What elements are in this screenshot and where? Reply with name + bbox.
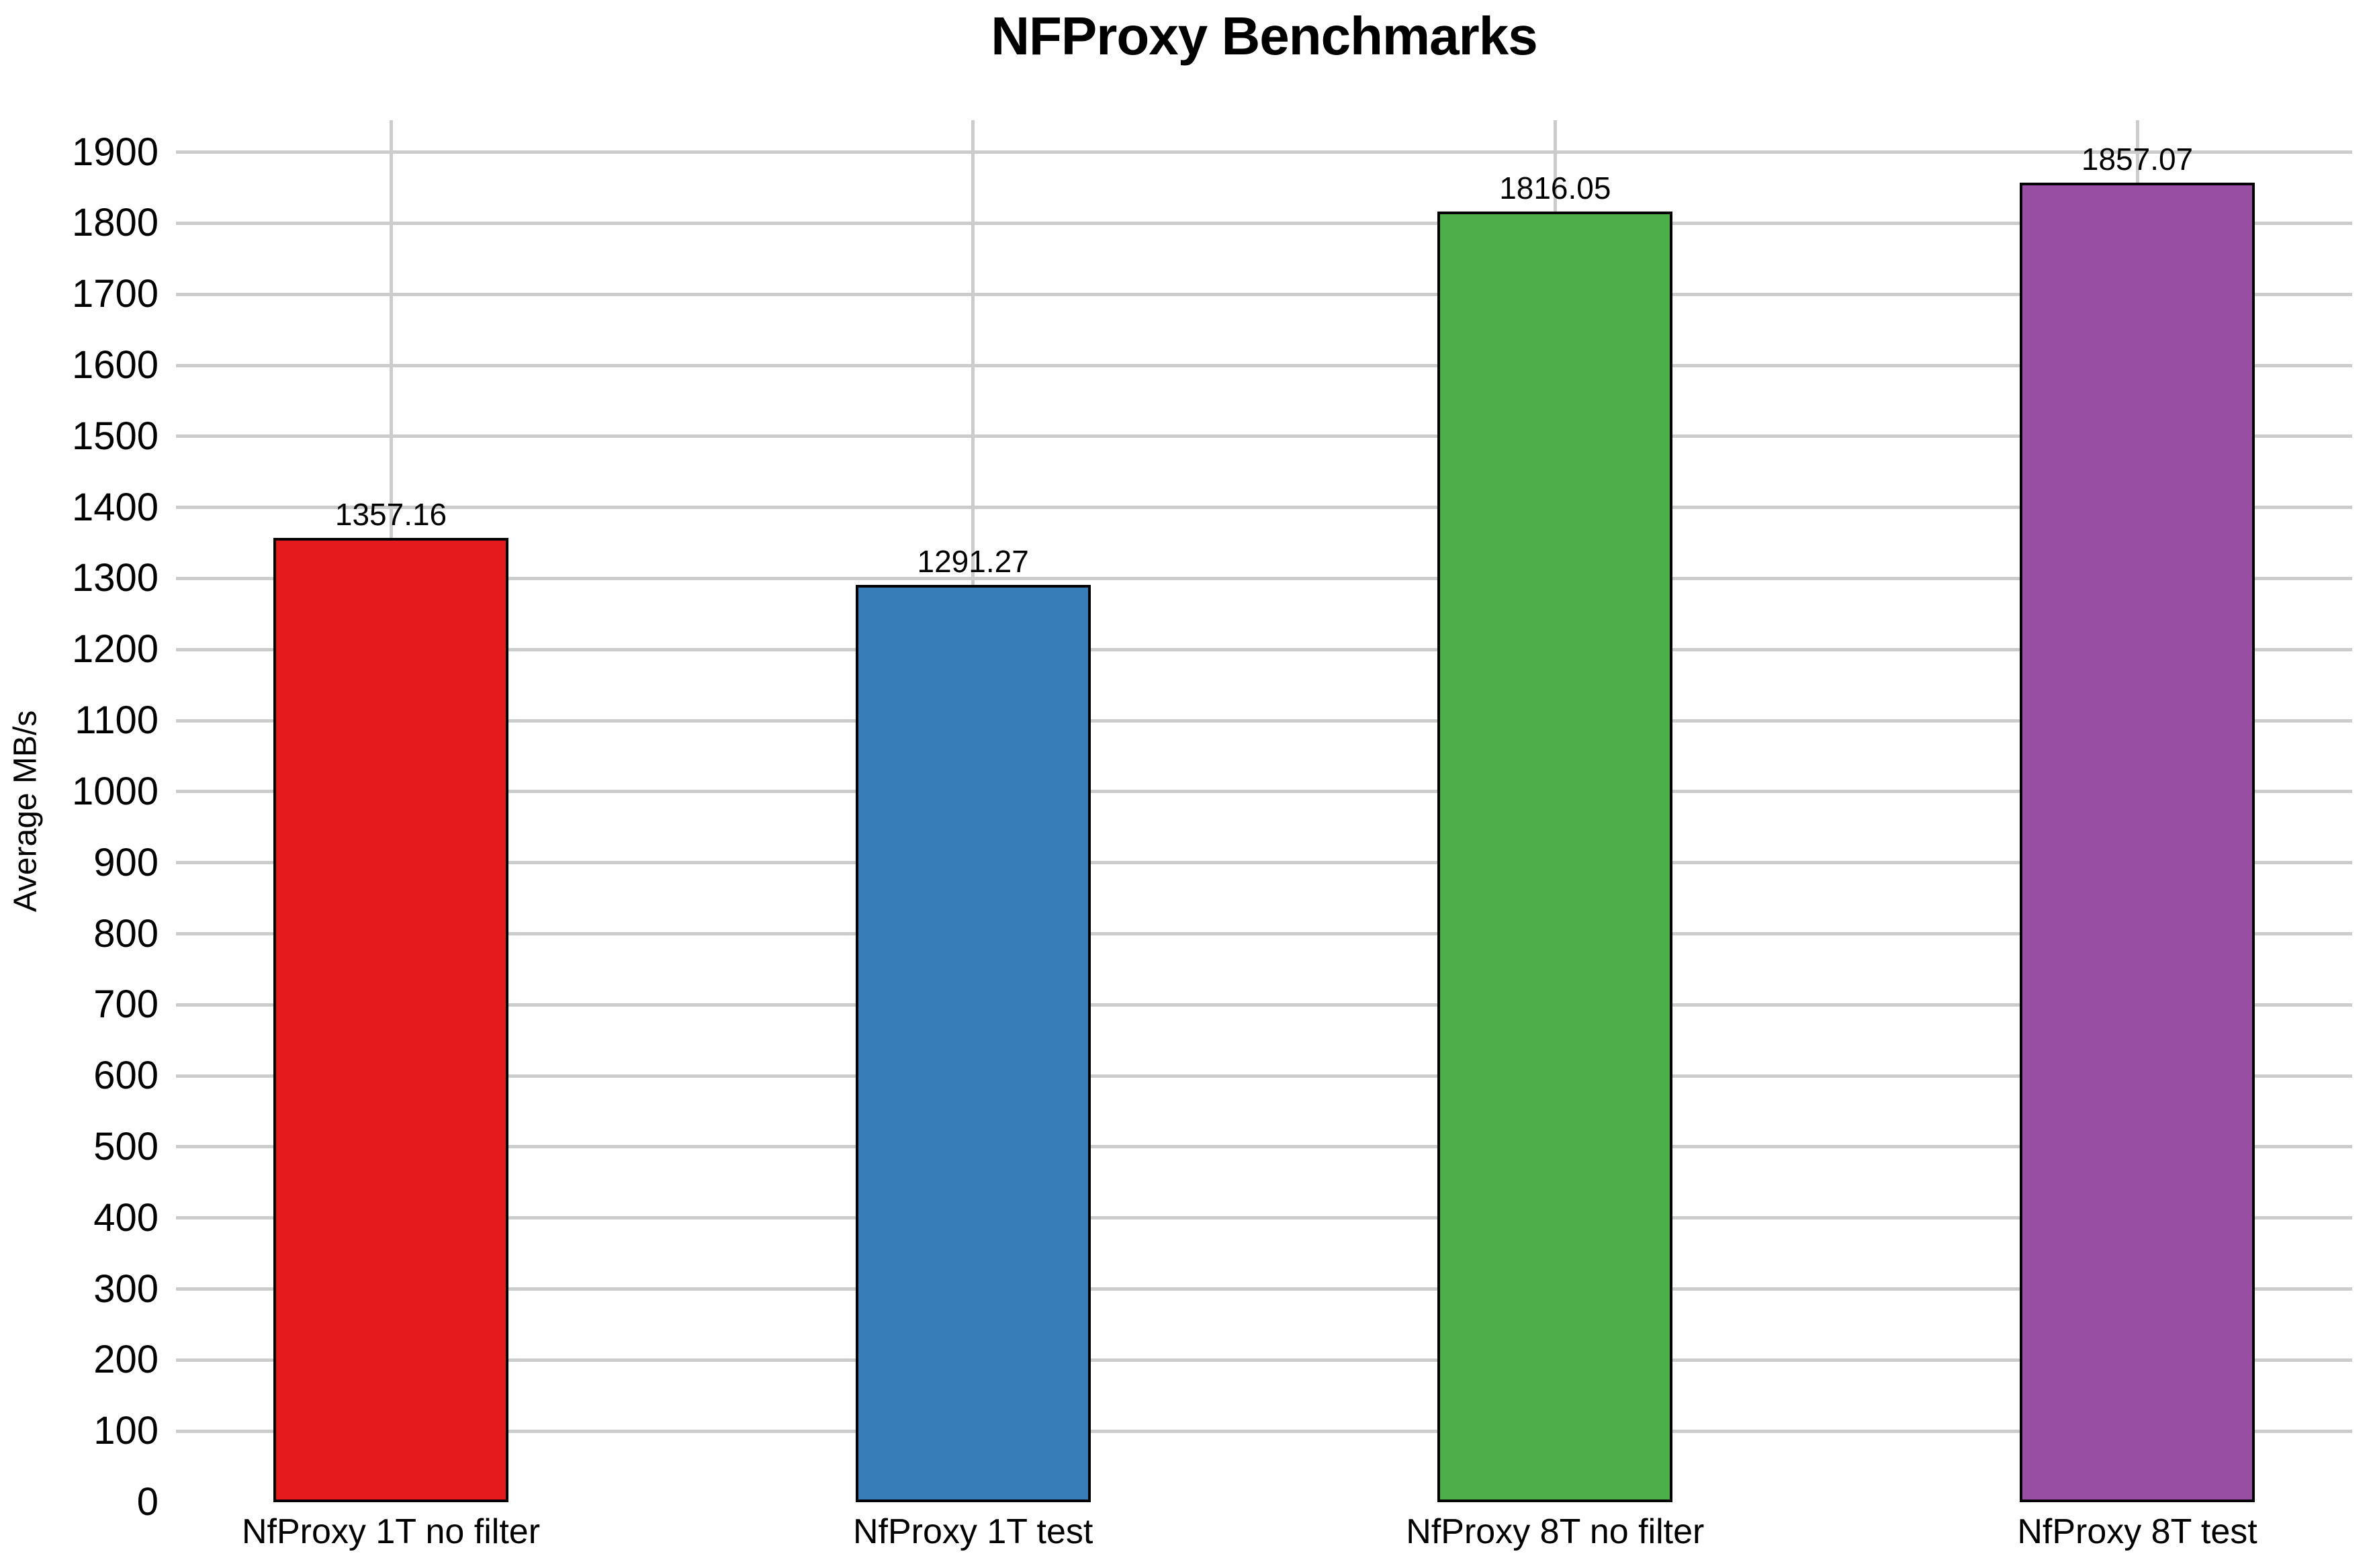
- gridline-h-1200: [176, 647, 2352, 651]
- y-tick-label-900: 900: [93, 840, 159, 884]
- x-category-label-nfproxy-1t-no-filter: NfProxy 1T no filter: [241, 1512, 541, 1551]
- gridline-h-600: [176, 1074, 2352, 1078]
- bar-value-label-nfproxy-1t-no-filter: 1357.16: [334, 497, 447, 532]
- bar-nfproxy-1t-no-filter: [273, 538, 508, 1502]
- y-tick-label-1100: 1100: [75, 698, 159, 743]
- y-tick-label-1900: 1900: [71, 130, 159, 174]
- gridline-h-100: [176, 1429, 2352, 1433]
- x-category-label-nfproxy-8t-no-filter: NfProxy 8T no filter: [1406, 1512, 1705, 1551]
- gridline-h-900: [176, 861, 2352, 865]
- y-tick-label-0: 0: [136, 1480, 159, 1524]
- gridline-h-200: [176, 1358, 2352, 1362]
- y-tick-label-1700: 1700: [71, 272, 159, 316]
- bar-value-label-nfproxy-8t-test: 1857.07: [2081, 142, 2194, 177]
- y-tick-label-100: 100: [93, 1409, 159, 1453]
- y-tick-label-700: 700: [93, 982, 159, 1027]
- gridline-h-800: [176, 932, 2352, 936]
- y-tick-label-1600: 1600: [71, 343, 159, 387]
- bar-value-label-nfproxy-8t-no-filter: 1816.05: [1499, 171, 1611, 206]
- plot-area: 0 100 200 300 400 500 600 700 800 900 1000 1100 1200…: [72, 120, 2352, 1551]
- gridline-h-300: [176, 1287, 2352, 1291]
- gridline-h-1300: [176, 576, 2352, 580]
- y-tick-label-1200: 1200: [71, 627, 159, 672]
- x-category-label-nfproxy-1t-test: NfProxy 1T test: [852, 1512, 1093, 1551]
- gridline-h-1100: [176, 719, 2352, 723]
- y-tick-label-400: 400: [93, 1195, 159, 1240]
- bar-nfproxy-8t-no-filter: [1437, 212, 1673, 1502]
- y-tick-label-1000: 1000: [71, 769, 159, 813]
- y-tick-label-800: 800: [93, 911, 159, 956]
- y-tick-label-1400: 1400: [71, 485, 159, 529]
- gridline-h-700: [176, 1003, 2352, 1007]
- bar-nfproxy-8t-test: [2020, 183, 2255, 1502]
- bar-value-label-nfproxy-1t-test: 1291.27: [917, 543, 1029, 579]
- gridline-h-400: [176, 1216, 2352, 1220]
- gridline-h-1700: [176, 292, 2352, 296]
- gridline-h-1800: [176, 221, 2352, 225]
- chart-title: NFProxy Benchmarks: [991, 6, 1537, 66]
- y-tick-label-300: 300: [93, 1266, 159, 1311]
- y-tick-label-200: 200: [93, 1338, 159, 1382]
- gridline-h-1500: [176, 434, 2352, 439]
- gridline-h-1600: [176, 363, 2352, 367]
- y-tick-label-1300: 1300: [71, 556, 159, 600]
- y-tick-label-600: 600: [93, 1054, 159, 1098]
- gridline-h-500: [176, 1145, 2352, 1149]
- y-tick-label-1800: 1800: [71, 201, 159, 245]
- gridline-h-1400: [176, 506, 2352, 510]
- x-category-label-nfproxy-8t-test: NfProxy 8T test: [2017, 1512, 2257, 1551]
- y-tick-label-500: 500: [93, 1124, 159, 1168]
- gridline-h-1000: [176, 790, 2352, 794]
- y-tick-label-1500: 1500: [71, 414, 159, 458]
- bar-nfproxy-1t-test: [855, 584, 1091, 1502]
- gridline-h-1900: [176, 150, 2352, 154]
